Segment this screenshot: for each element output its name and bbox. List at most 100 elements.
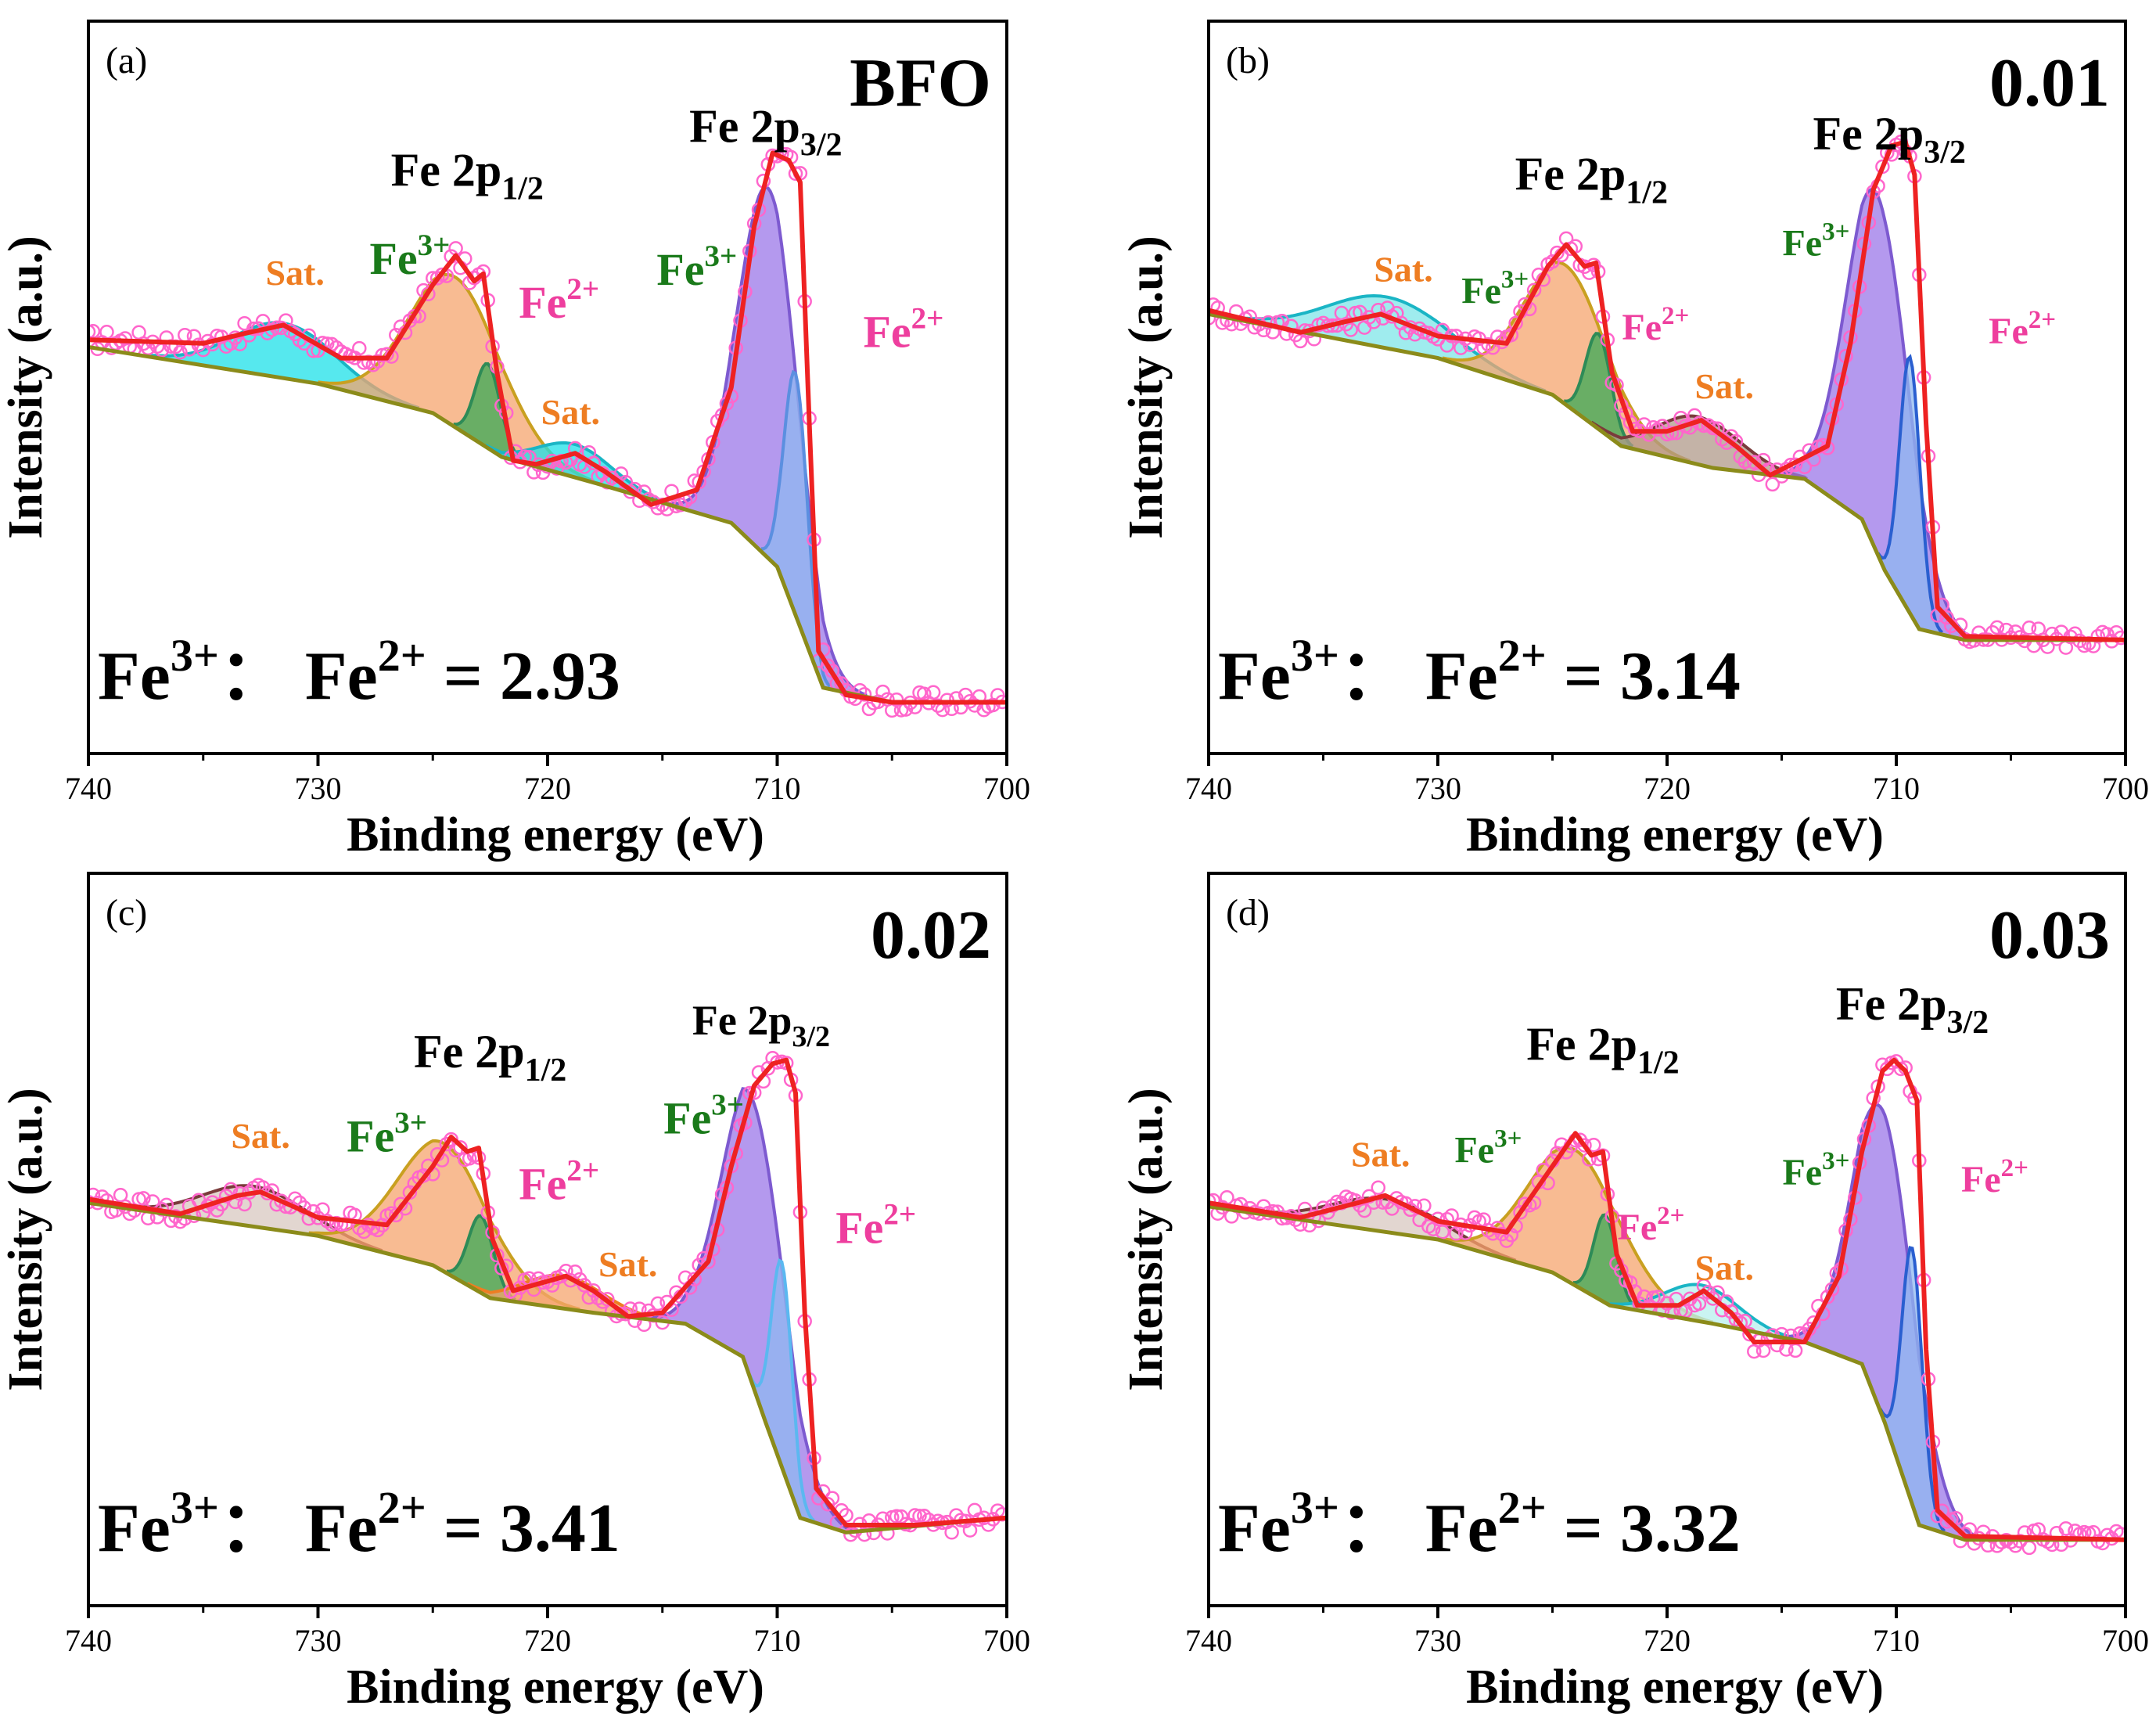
x-tick-label: 700 (2102, 771, 2149, 806)
background-line (1209, 1204, 2125, 1542)
annotation-text: Fe (347, 1111, 394, 1162)
annotation-text: Fe 2p (391, 145, 502, 196)
x-tick-label: 710 (754, 1623, 801, 1658)
peak-annotation: Fe2+ (519, 272, 599, 328)
raw-point (99, 325, 114, 340)
annotation-text: Sat. (1695, 1247, 1754, 1287)
annotation-superscript: 2+ (2001, 1154, 2028, 1182)
panel-label: (c) (106, 892, 147, 934)
raw-point (2021, 621, 2037, 635)
raw-point (613, 466, 629, 481)
raw-point (1577, 1138, 1592, 1153)
x-tick-label: 740 (65, 1623, 112, 1658)
annotation-text: Sat. (1695, 366, 1754, 406)
peak-annotation: Fe 2p1/2 (414, 1026, 566, 1088)
x-tick-label: 710 (1873, 771, 1920, 806)
peak-annotation: Fe 2p3/2 (692, 997, 830, 1053)
annotation-text: Fe (519, 277, 566, 328)
annotation-superscript: 2+ (911, 302, 944, 336)
envelope-line (88, 1057, 1007, 1527)
peak-annotation: Sat. (231, 1116, 289, 1156)
peak-fill-fe2plus-2 (446, 1215, 516, 1302)
peak-annotation: Fe 2p3/2 (1813, 108, 1966, 171)
raw-point (875, 684, 890, 700)
raw-point (1723, 1304, 1739, 1319)
raw-point (857, 1527, 872, 1542)
annotation-text: Fe (835, 1203, 883, 1254)
panel-label: (d) (1226, 892, 1270, 934)
annotation-superscript: 2+ (566, 272, 599, 306)
annotation-text: Sat. (1374, 249, 1432, 289)
x-tick-label: 720 (524, 771, 571, 806)
panels: 740 730 720 710 700 Binding energy (eV) Intens… (0, 20, 2149, 1714)
x-tick-label: 740 (1185, 771, 1232, 806)
peak-fill-fe3plus-1 (1438, 1147, 1713, 1324)
panel-label: (b) (1226, 40, 1270, 81)
annotation-subscript: 1/2 (1626, 174, 1668, 210)
panel-label: (a) (106, 40, 147, 81)
x-tick-label: 730 (1414, 1623, 1461, 1658)
peak-annotation: Fe2+ (835, 1198, 916, 1254)
annotation-text: Fe 2p (1515, 148, 1626, 200)
annotation-text: Fe (1782, 1152, 1822, 1193)
ratio-superscript: 3+ (171, 630, 219, 681)
annotation-text: Fe (863, 307, 911, 358)
raw-point (1705, 420, 1720, 436)
peak-annotation: Sat. (1695, 366, 1754, 406)
peak-annotation: Fe 2p1/2 (1515, 148, 1668, 210)
raw-data-points (1209, 135, 2125, 655)
plot-area (88, 146, 1007, 718)
x-axis-label: Binding energy (eV) (1466, 1660, 1884, 1714)
annotation-subscript: 1/2 (1637, 1045, 1680, 1081)
raw-point (232, 336, 247, 351)
background-line (1209, 311, 2125, 642)
peak-fill-fe3plus-4 (1777, 189, 1979, 640)
annotation-text: Sat. (265, 253, 324, 293)
envelope-line (1209, 139, 2125, 642)
raw-data-points (88, 146, 1007, 718)
annotation-subscript: 3/2 (1947, 1005, 1989, 1041)
peak-fill-fe3plus-4 (651, 1088, 858, 1533)
ratio-part: Fe (98, 1491, 171, 1567)
annotation-text: Fe (519, 1159, 566, 1210)
peak-annotation: Fe3+ (1454, 1125, 1522, 1171)
annotation-text: Fe (1989, 311, 2028, 352)
annotation-subscript: 3/2 (800, 127, 843, 163)
annotation-superscript: 2+ (1657, 1202, 1684, 1230)
y-axis-label: Intensity (a.u.) (1119, 236, 1173, 539)
x-tick-label: 730 (1414, 771, 1461, 806)
raw-point (88, 324, 101, 339)
peak-line-5 (1878, 1246, 1946, 1533)
raw-point (453, 1140, 468, 1155)
x-tick-label: 740 (1185, 1623, 1232, 1658)
annotation-subscript: 3/2 (1924, 135, 1966, 171)
annotation-text: Sat. (231, 1116, 289, 1156)
annotation-text: Fe (663, 1092, 711, 1143)
raw-point (2090, 628, 2106, 644)
annotation-text: Fe (1618, 1207, 1658, 1248)
raw-point (2021, 1540, 2037, 1556)
raw-point (843, 1527, 858, 1542)
peak-line-3 (484, 441, 666, 503)
annotation-subscript: 1/2 (501, 171, 544, 207)
peak-annotation: Fe2+ (1961, 1154, 2028, 1200)
plot-area (1209, 1054, 2125, 1556)
raw-point (586, 1283, 601, 1298)
sample-label: BFO (850, 45, 991, 121)
x-tick-label: 730 (295, 1623, 342, 1658)
ratio-part: = 3.41 (426, 1491, 620, 1567)
raw-point (1797, 459, 1813, 474)
raw-point (173, 344, 188, 360)
ratio-part: Fe (288, 639, 378, 714)
ratio-part: ： (219, 639, 288, 714)
ratio-part: ： (1339, 639, 1408, 714)
ratio-text: Fe3+： Fe2+ = 2.93 (98, 630, 620, 714)
annotation-superscript: 2+ (566, 1154, 599, 1188)
raw-point (925, 685, 941, 700)
annotation-text: Fe (1782, 223, 1822, 264)
raw-point (687, 1272, 702, 1287)
annotation-superscript: 3+ (1822, 218, 1849, 246)
peak-annotation: Fe2+ (1618, 1202, 1685, 1248)
y-axis-label: Intensity (a.u.) (0, 236, 52, 539)
